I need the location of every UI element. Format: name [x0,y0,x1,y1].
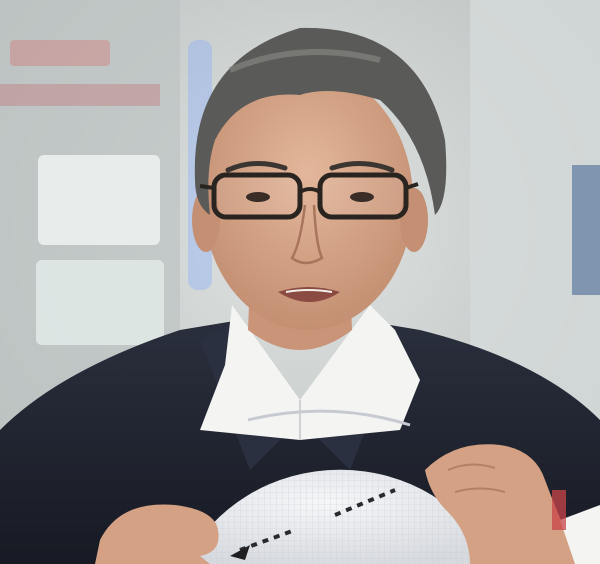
eyebrow-left [225,161,288,173]
glasses-bridge [298,187,322,194]
background-blue-poster [572,165,600,295]
eyebrow-right [329,161,395,173]
glasses-temple-left [199,184,215,190]
finger-line-1 [447,463,496,471]
finger-line-2 [454,487,506,493]
teeth [285,289,333,293]
silicon-wafer [185,409,495,564]
shirt-cuff-right [560,505,600,564]
pocket-square [552,490,566,530]
face [203,70,413,330]
shirt-collar [200,305,420,440]
wafer-mark-tip [230,545,250,560]
hair [194,27,447,215]
hand-left [95,504,219,564]
background-light-box-upper [38,155,160,245]
wafer-markings [230,488,396,560]
hand-right [425,444,580,564]
background-red-stripe [0,84,160,106]
wafer-flat-edge [247,409,411,427]
eye-right [350,192,374,202]
wafer-mark-lower [239,528,296,552]
glasses-temple-right [405,182,419,190]
hair-highlight [228,49,381,73]
background-red-sign [10,40,110,66]
nose [290,204,324,265]
background-light-box-lower [36,260,164,345]
eye-left [246,192,270,202]
